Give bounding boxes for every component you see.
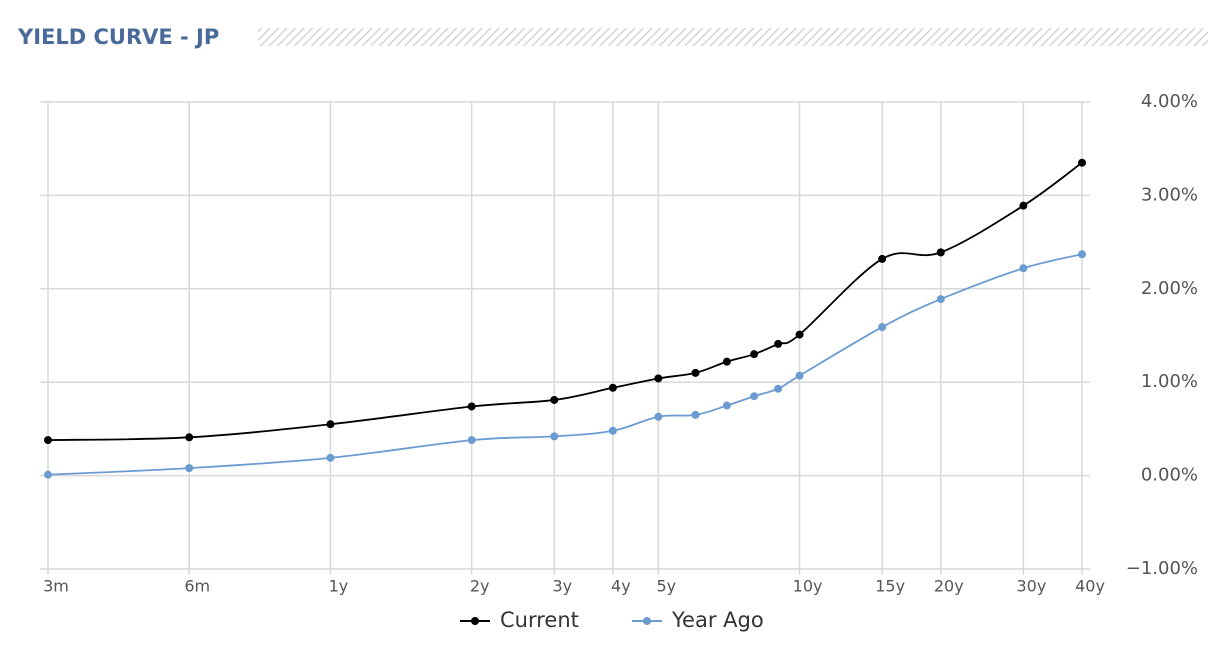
data-point — [878, 254, 887, 263]
x-tick-label: 30y — [1016, 577, 1046, 596]
x-tick-label: 10y — [793, 577, 823, 596]
x-tick-label: 6m — [184, 577, 210, 596]
y-tick-label: 3.00% — [1141, 184, 1198, 205]
data-point — [608, 383, 617, 392]
data-point — [795, 371, 804, 380]
data-point — [1078, 158, 1086, 167]
x-tick-label: 3y — [552, 577, 572, 596]
x-tick-label: 3m — [43, 577, 69, 596]
data-point — [1078, 250, 1086, 259]
data-point — [467, 402, 476, 411]
data-point — [774, 339, 783, 348]
x-tick-label: 15y — [875, 577, 905, 596]
data-point — [936, 295, 945, 304]
legend-label[interactable]: Current — [500, 608, 579, 632]
data-point — [722, 357, 731, 366]
legend-label[interactable]: Year Ago — [671, 608, 764, 632]
x-tick-label: 20y — [934, 577, 964, 596]
chart-title: YIELD CURVE - JP — [17, 25, 219, 49]
data-point — [185, 464, 194, 473]
data-point — [1019, 264, 1028, 273]
data-point — [691, 410, 700, 419]
data-point — [44, 436, 52, 445]
data-point — [608, 426, 617, 435]
x-tick-label: 4y — [611, 577, 631, 596]
data-point — [1019, 201, 1028, 210]
x-tick-label: 5y — [657, 577, 677, 596]
data-point — [750, 392, 759, 401]
legend-marker — [643, 617, 651, 625]
data-point — [936, 248, 945, 257]
series-line — [47, 253, 1083, 476]
data-point — [326, 453, 335, 462]
y-tick-label: 2.00% — [1141, 278, 1198, 299]
y-tick-label: 4.00% — [1141, 91, 1198, 112]
y-tick-label: 0.00% — [1141, 465, 1198, 486]
data-point — [691, 368, 700, 377]
legend-marker — [471, 617, 479, 625]
data-point — [326, 420, 335, 429]
data-point — [750, 350, 759, 359]
data-point — [774, 384, 783, 393]
title-hatch — [258, 28, 1208, 46]
series-line — [47, 161, 1083, 442]
data-point — [795, 330, 804, 339]
data-point — [185, 433, 194, 442]
data-point — [654, 374, 663, 383]
y-tick-label: −1.00% — [1126, 558, 1198, 579]
data-point — [878, 323, 887, 332]
y-tick-label: 1.00% — [1141, 371, 1198, 392]
x-tick-label: 1y — [329, 577, 349, 596]
data-point — [654, 412, 663, 421]
data-point — [550, 432, 559, 441]
x-tick-label: 40y — [1075, 577, 1105, 596]
data-point — [467, 436, 476, 445]
x-tick-label: 2y — [470, 577, 490, 596]
data-point — [550, 395, 559, 404]
data-point — [44, 470, 52, 479]
data-point — [722, 401, 731, 410]
